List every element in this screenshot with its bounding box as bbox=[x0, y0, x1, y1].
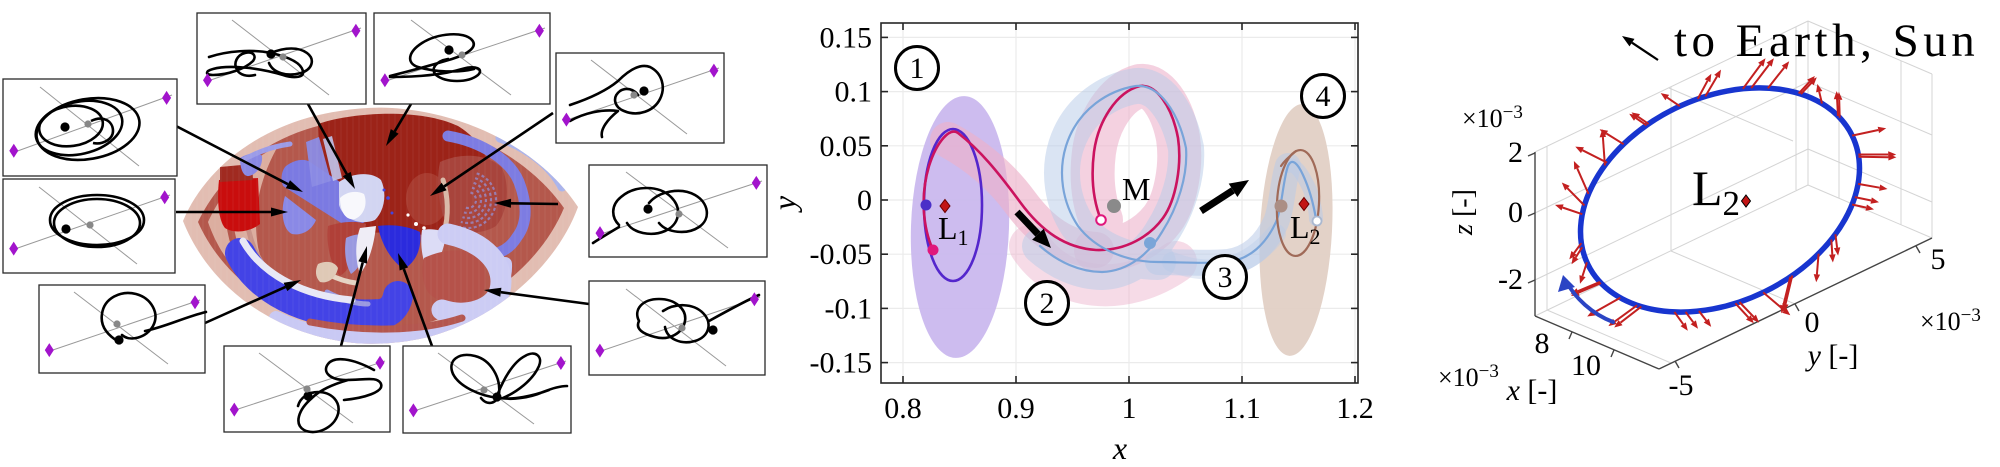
svg-text:L2: L2 bbox=[1692, 160, 1740, 223]
svg-text:4: 4 bbox=[1316, 80, 1331, 113]
svg-text:-0.1: -0.1 bbox=[825, 292, 873, 325]
svg-text:×10−3: ×10−3 bbox=[1920, 305, 1981, 336]
svg-text:1.1: 1.1 bbox=[1223, 392, 1261, 425]
svg-text:10: 10 bbox=[1571, 349, 1601, 382]
svg-text:2: 2 bbox=[1508, 136, 1523, 169]
svg-text:y: y bbox=[766, 195, 802, 213]
svg-text:M: M bbox=[1122, 171, 1150, 207]
svg-text:x: x bbox=[1112, 430, 1127, 462]
svg-text:2: 2 bbox=[1040, 287, 1055, 320]
svg-text:5: 5 bbox=[1931, 243, 1946, 276]
svg-text:0.15: 0.15 bbox=[820, 21, 873, 54]
svg-text:0.9: 0.9 bbox=[997, 392, 1035, 425]
svg-text:z [-]: z [-] bbox=[1448, 189, 1479, 236]
svg-text:x [-]: x [-] bbox=[1506, 374, 1558, 407]
svg-text:-2: -2 bbox=[1498, 263, 1523, 296]
svg-text:0.8: 0.8 bbox=[884, 392, 922, 425]
svg-text:y [-]: y [-] bbox=[1805, 339, 1859, 372]
svg-text:-5: -5 bbox=[1669, 369, 1694, 402]
svg-text:-0.05: -0.05 bbox=[810, 238, 873, 271]
svg-text:0.05: 0.05 bbox=[820, 130, 873, 163]
svg-text:to Earth, Sun: to Earth, Sun bbox=[1674, 15, 1979, 67]
svg-text:0: 0 bbox=[1805, 306, 1820, 339]
svg-text:1.2: 1.2 bbox=[1336, 392, 1374, 425]
svg-text:-0.15: -0.15 bbox=[810, 347, 873, 380]
svg-text:0: 0 bbox=[857, 184, 872, 217]
svg-text:1: 1 bbox=[910, 52, 925, 85]
svg-text:3: 3 bbox=[1218, 261, 1233, 294]
svg-text:1: 1 bbox=[1122, 392, 1137, 425]
svg-text:0: 0 bbox=[1508, 196, 1523, 229]
svg-text:8: 8 bbox=[1535, 327, 1550, 360]
svg-text:0.1: 0.1 bbox=[835, 76, 873, 109]
